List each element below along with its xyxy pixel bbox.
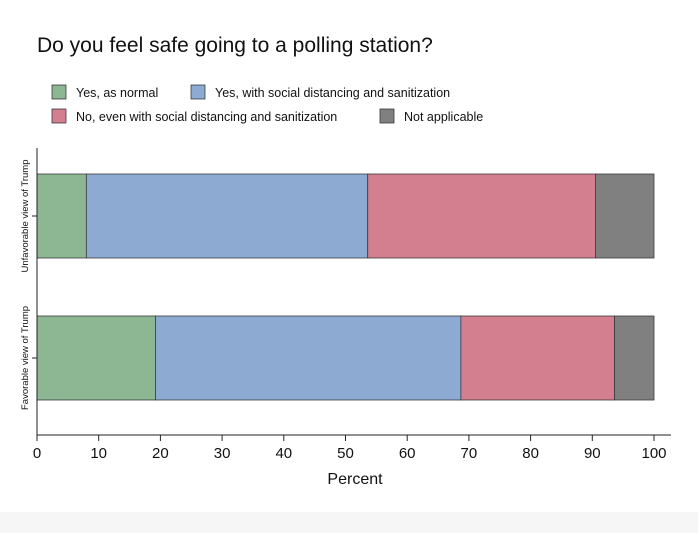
- x-tick-label-40: 40: [275, 445, 292, 462]
- bar-segment-1-4: [594, 173, 655, 259]
- x-tick-label-60: 60: [399, 445, 416, 462]
- legend-label-2: Yes, with social distancing and sanitiza…: [215, 86, 450, 100]
- legend-swatch-1: [51, 84, 67, 100]
- axes: 0 10 20 30 40 50 60 70 80 90 100 Unfavorable view o…: [20, 148, 671, 462]
- legend-swatch-3: [51, 108, 67, 124]
- bar-segment-1-1: [36, 173, 87, 259]
- x-tick-label-10: 10: [90, 445, 107, 462]
- x-axis-label: Percent: [327, 471, 383, 488]
- x-tick-label-0: 0: [33, 445, 41, 462]
- x-tick-label-80: 80: [522, 445, 539, 462]
- bar-segment-1-2: [85, 173, 369, 259]
- x-tick-label-90: 90: [584, 445, 601, 462]
- bar-segment-2-2: [155, 315, 462, 401]
- bar-segment-2-3: [460, 315, 615, 401]
- legend: Yes, as normal Yes, with social distancin…: [51, 84, 483, 124]
- bar-segment-1-3: [367, 173, 596, 259]
- footer-strip: [0, 512, 698, 533]
- legend-swatch-2: [190, 84, 206, 100]
- legend-label-1: Yes, as normal: [76, 86, 158, 100]
- x-tick-label-30: 30: [214, 445, 231, 462]
- legend-swatch-4: [379, 108, 395, 124]
- bar-segment-2-4: [614, 315, 655, 401]
- chart-svg: Do you feel safe going to a polling stat…: [20, 34, 671, 488]
- x-tick-label-50: 50: [337, 445, 354, 462]
- chart-panel: Do you feel safe going to a polling stat…: [20, 34, 671, 488]
- x-tick-label-70: 70: [461, 445, 478, 462]
- x-tick-label-100: 100: [641, 445, 666, 462]
- bar-segment-2-1: [36, 315, 156, 401]
- y-tick-label-1: Unfavorable view of Trump: [20, 160, 31, 273]
- y-tick-label-2: Favorable view of Trump: [20, 306, 31, 410]
- legend-label-3: No, even with social distancing and sani…: [76, 110, 337, 124]
- bars: [36, 173, 655, 401]
- legend-label-4: Not applicable: [404, 110, 483, 124]
- x-tick-label-20: 20: [152, 445, 169, 462]
- chart-title: Do you feel safe going to a polling stat…: [37, 34, 433, 57]
